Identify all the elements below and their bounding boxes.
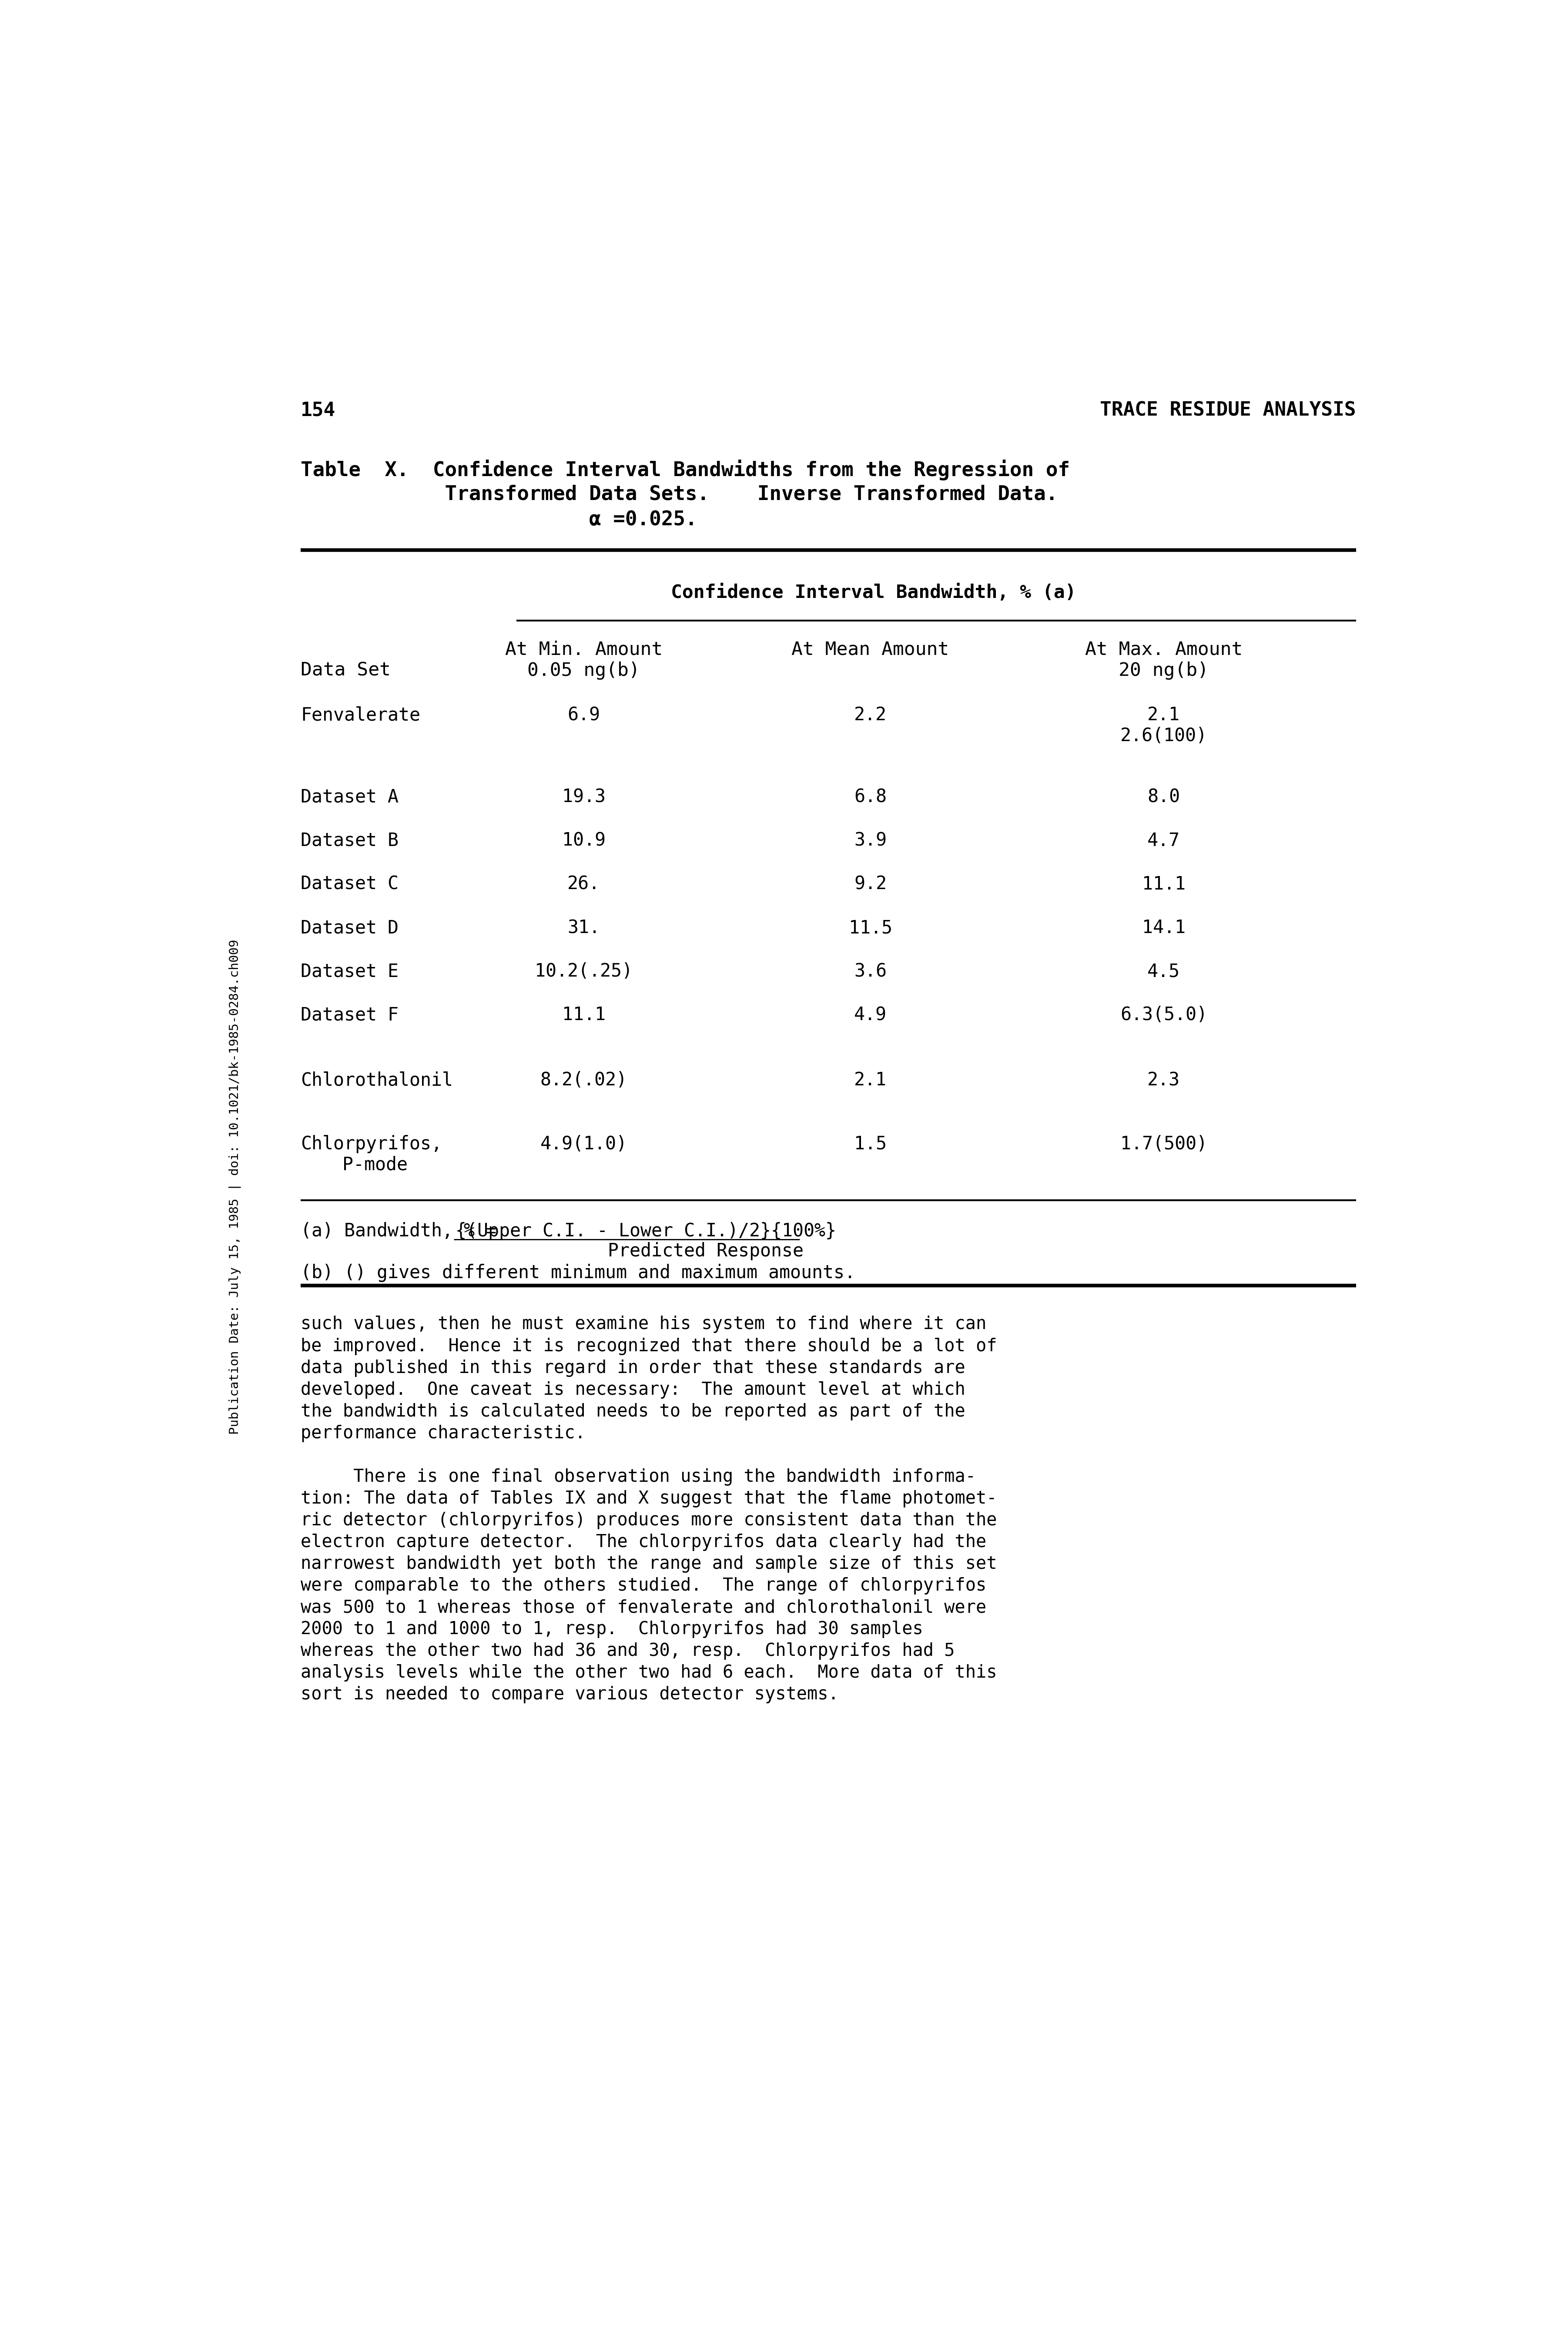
Text: Table  X.  Confidence Interval Bandwidths from the Regression of: Table X. Confidence Interval Bandwidths …: [301, 461, 1069, 479]
Text: 10.2(.25): 10.2(.25): [535, 961, 633, 980]
Text: (a) Bandwidth, % =: (a) Bandwidth, % =: [301, 1222, 506, 1241]
Text: be improved.  Hence it is recognized that there should be a lot of: be improved. Hence it is recognized that…: [301, 1337, 997, 1356]
Text: 31.: 31.: [568, 919, 601, 938]
Text: ric detector (chlorpyrifos) produces more consistent data than the: ric detector (chlorpyrifos) produces mor…: [301, 1511, 997, 1530]
Text: performance characteristic.: performance characteristic.: [301, 1424, 585, 1443]
Text: 3.6: 3.6: [855, 961, 886, 980]
Text: 4.9(1.0): 4.9(1.0): [541, 1135, 627, 1154]
Text: Dataset C: Dataset C: [301, 874, 398, 893]
Text: tion: The data of Tables IX and X suggest that the flame photomet-: tion: The data of Tables IX and X sugges…: [301, 1490, 997, 1506]
Text: At Mean Amount: At Mean Amount: [792, 642, 949, 658]
Text: 4.9: 4.9: [855, 1006, 886, 1025]
Text: 4.7: 4.7: [1148, 832, 1181, 851]
Text: data published in this regard in order that these standards are: data published in this regard in order t…: [301, 1358, 966, 1377]
Text: Dataset B: Dataset B: [301, 832, 398, 851]
Text: 2000 to 1 and 1000 to 1, resp.  Chlorpyrifos had 30 samples: 2000 to 1 and 1000 to 1, resp. Chlorpyri…: [301, 1621, 924, 1638]
Text: were comparable to the others studied.  The range of chlorpyrifos: were comparable to the others studied. T…: [301, 1577, 986, 1596]
Text: At Max. Amount: At Max. Amount: [1085, 642, 1242, 658]
Text: Dataset E: Dataset E: [301, 961, 398, 980]
Text: sort is needed to compare various detector systems.: sort is needed to compare various detect…: [301, 1685, 839, 1704]
Text: (b) () gives different minimum and maximum amounts.: (b) () gives different minimum and maxim…: [301, 1264, 855, 1283]
Text: 1.5: 1.5: [855, 1135, 886, 1154]
Text: whereas the other two had 36 and 30, resp.  Chlorpyrifos had 5: whereas the other two had 36 and 30, res…: [301, 1643, 955, 1659]
Text: P-mode: P-mode: [321, 1156, 408, 1175]
Text: α =0.025.: α =0.025.: [301, 510, 698, 529]
Text: 2.1: 2.1: [1148, 705, 1181, 724]
Text: 9.2: 9.2: [855, 874, 886, 893]
Text: Chlorothalonil: Chlorothalonil: [301, 1072, 453, 1090]
Text: 26.: 26.: [568, 874, 601, 893]
Text: 10.9: 10.9: [561, 832, 605, 851]
Text: Publication Date: July 15, 1985 | doi: 10.1021/bk-1985-0284.ch009: Publication Date: July 15, 1985 | doi: 1…: [229, 940, 241, 1434]
Text: 2.3: 2.3: [1148, 1072, 1181, 1090]
Text: 2.6(100): 2.6(100): [1120, 726, 1207, 745]
Text: 4.5: 4.5: [1148, 961, 1181, 980]
Text: 154: 154: [301, 402, 336, 421]
Text: analysis levels while the other two had 6 each.  More data of this: analysis levels while the other two had …: [301, 1664, 997, 1683]
Text: 6.9: 6.9: [568, 705, 601, 724]
Text: 20 ng(b): 20 ng(b): [1118, 660, 1209, 679]
Text: 6.3(5.0): 6.3(5.0): [1120, 1006, 1207, 1025]
Text: developed.  One caveat is necessary:  The amount level at which: developed. One caveat is necessary: The …: [301, 1382, 966, 1398]
Text: the bandwidth is calculated needs to be reported as part of the: the bandwidth is calculated needs to be …: [301, 1403, 966, 1419]
Text: 6.8: 6.8: [855, 787, 886, 806]
Text: narrowest bandwidth yet both the range and sample size of this set: narrowest bandwidth yet both the range a…: [301, 1556, 997, 1572]
Text: 3.9: 3.9: [855, 832, 886, 851]
Text: At Min. Amount: At Min. Amount: [505, 642, 663, 658]
Text: 8.2(.02): 8.2(.02): [541, 1072, 627, 1090]
Text: 2.2: 2.2: [855, 705, 886, 724]
Text: There is one final observation using the bandwidth informa-: There is one final observation using the…: [301, 1469, 975, 1485]
Text: Dataset D: Dataset D: [301, 919, 398, 938]
Text: Fenvalerate: Fenvalerate: [301, 705, 420, 724]
Text: 1.7(500): 1.7(500): [1120, 1135, 1207, 1154]
Text: Transformed Data Sets.    Inverse Transformed Data.: Transformed Data Sets. Inverse Transform…: [301, 484, 1058, 505]
Text: 11.1: 11.1: [1142, 874, 1185, 893]
Text: electron capture detector.  The chlorpyrifos data clearly had the: electron capture detector. The chlorpyri…: [301, 1535, 986, 1551]
Text: 0.05 ng(b): 0.05 ng(b): [527, 660, 640, 679]
Text: 2.1: 2.1: [855, 1072, 886, 1090]
Text: 14.1: 14.1: [1142, 919, 1185, 938]
Text: 8.0: 8.0: [1148, 787, 1181, 806]
Text: such values, then he must examine his system to find where it can: such values, then he must examine his sy…: [301, 1316, 986, 1332]
Text: Data Set: Data Set: [301, 660, 390, 679]
Text: 19.3: 19.3: [561, 787, 605, 806]
Text: Dataset A: Dataset A: [301, 787, 398, 806]
Text: {(Upper C.I. - Lower C.I.)/2}{100%}: {(Upper C.I. - Lower C.I.)/2}{100%}: [456, 1222, 836, 1241]
Text: Confidence Interval Bandwidth, % (a): Confidence Interval Bandwidth, % (a): [671, 583, 1076, 602]
Text: 11.5: 11.5: [848, 919, 892, 938]
Text: 11.1: 11.1: [561, 1006, 605, 1025]
Text: Dataset F: Dataset F: [301, 1006, 398, 1025]
Text: Predicted Response: Predicted Response: [456, 1243, 804, 1260]
Text: Chlorpyrifos,: Chlorpyrifos,: [301, 1135, 442, 1154]
Text: TRACE RESIDUE ANALYSIS: TRACE RESIDUE ANALYSIS: [1099, 402, 1356, 421]
Text: was 500 to 1 whereas those of fenvalerate and chlorothalonil were: was 500 to 1 whereas those of fenvalerat…: [301, 1598, 986, 1617]
